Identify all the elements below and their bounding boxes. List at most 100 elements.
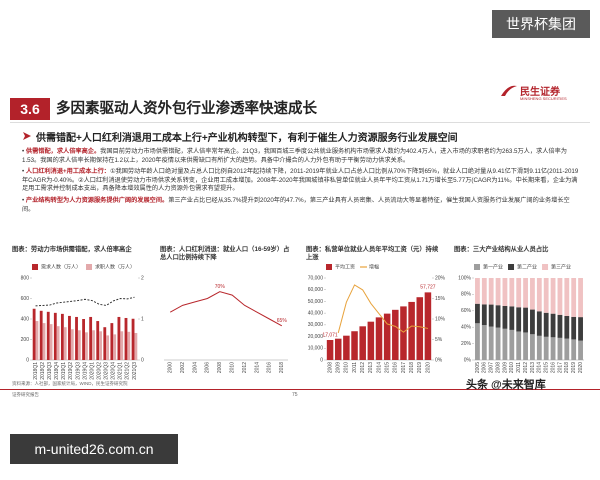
x-tick-label: 2011 xyxy=(516,362,522,373)
legend-swatch xyxy=(508,264,515,270)
bar xyxy=(99,331,102,360)
data-label: 17,071 xyxy=(322,332,338,338)
bar xyxy=(359,326,366,360)
bar xyxy=(110,323,114,360)
bar xyxy=(523,307,528,333)
chart-title: 图表：三大产业结构从业人员占比 xyxy=(454,246,549,253)
bar xyxy=(536,311,542,336)
x-tick-label: 2017 xyxy=(557,362,563,373)
bar xyxy=(39,310,43,360)
bar xyxy=(516,278,522,308)
line xyxy=(337,284,429,334)
bar xyxy=(68,315,71,360)
legend-swatch xyxy=(326,264,332,270)
tick-label: 1 xyxy=(141,316,144,322)
chart: 0 200 400 600 800 0 1 2 2018Q1 2018Q2 2018Q3 2018Q4… xyxy=(21,263,144,380)
bar xyxy=(488,278,494,305)
bar xyxy=(326,340,334,360)
bar xyxy=(392,309,399,360)
x-tick-label: 2010 xyxy=(230,362,236,373)
bar xyxy=(60,313,64,360)
x-tick-label: 2020 xyxy=(578,362,584,373)
bar xyxy=(131,318,135,360)
url-watermark: m-united26.com.cn xyxy=(10,434,178,464)
paragraph: • 产业结构转型为人力资源服务提供广阔的发展空间。第三产业占比已经从35.7%提… xyxy=(22,196,570,213)
data-label: 57,727 xyxy=(420,285,436,291)
x-tick-label: 2006 xyxy=(205,362,211,373)
x-tick-label: 2019Q2 xyxy=(68,362,74,380)
x-tick-label: 2013 xyxy=(530,362,536,373)
legend-label: 第一产业 xyxy=(483,263,503,270)
legend-swatch xyxy=(542,264,549,270)
bar xyxy=(75,316,78,360)
bar xyxy=(536,278,542,312)
bar xyxy=(536,335,542,360)
bar xyxy=(481,325,487,360)
chart-title: 图表：人口红利消退：就业人口（16-59岁）占总人口比例持续下降 xyxy=(160,246,290,261)
x-tick-label: 2008 xyxy=(217,362,223,373)
bar xyxy=(70,329,74,360)
x-tick-label: 2004 xyxy=(192,362,198,373)
paragraph-lead: 产业结构转型为人力资源服务提供广阔的发展空间。 xyxy=(25,196,169,204)
logo-text: 民生证券 xyxy=(520,87,560,98)
tick-label: 10% xyxy=(435,316,446,322)
x-tick-label: 2017 xyxy=(401,362,407,373)
bar xyxy=(571,339,577,360)
bar xyxy=(475,303,480,324)
tick-label: 0 xyxy=(320,357,323,363)
bar xyxy=(523,332,528,360)
bar xyxy=(400,306,407,360)
bar xyxy=(578,340,583,360)
bar xyxy=(509,278,515,307)
paragraph: • 人口红利消退+用工成本上行：①我国劳动年龄人口绝对量及占总人口比例自2012… xyxy=(22,168,579,193)
bar xyxy=(550,313,556,338)
bar xyxy=(408,301,415,360)
bar xyxy=(117,316,121,360)
x-tick-label: 2020 xyxy=(425,362,431,373)
x-tick-label: 2009 xyxy=(336,362,342,373)
x-tick-label: 2013 xyxy=(368,362,374,373)
tick-label: 40% xyxy=(461,325,472,331)
x-tick-label: 2018Q4 xyxy=(54,362,60,380)
bar xyxy=(571,316,577,340)
watermark: 世界杯集团 xyxy=(492,10,590,38)
x-tick-label: 2021Q2 xyxy=(125,362,131,380)
tick-label: 80% xyxy=(461,292,472,298)
bar xyxy=(103,327,107,360)
tick-label: 0 xyxy=(26,357,29,363)
x-tick-label: 2002 xyxy=(180,362,186,373)
chart-title: 图表：私营单位就业人员年平均工资（元）持续上涨 xyxy=(306,246,439,261)
legend-label: 求职人数（万人） xyxy=(95,263,135,270)
x-tick-label: 2020Q3 xyxy=(104,362,110,380)
bar xyxy=(516,331,522,360)
bar xyxy=(85,332,88,360)
bar xyxy=(416,297,424,360)
section-number: 3.6 xyxy=(10,98,50,120)
bar xyxy=(530,334,535,360)
x-tick-label: 2018 xyxy=(564,362,570,373)
x-tick-label: 2020Q4 xyxy=(111,362,117,380)
paragraphs: • 供需错配，求人倍率高企。我国目前劳动力市场供需错配，求人倍率常年高企。21Q… xyxy=(22,148,582,217)
bar xyxy=(557,278,563,315)
bar xyxy=(523,278,528,308)
bar xyxy=(42,323,46,360)
bar xyxy=(502,328,508,360)
x-tick-label: 2005 xyxy=(475,362,481,373)
bar xyxy=(550,278,556,314)
x-tick-label: 2019 xyxy=(571,362,577,373)
source: 资料来源：人社部，国家统计局，WIND，民生证券研究院 xyxy=(12,381,128,386)
bar xyxy=(82,319,85,360)
divider xyxy=(10,122,590,123)
bar xyxy=(495,278,501,306)
x-tick-label: 2019 xyxy=(417,362,423,373)
chart: 0 10,000 20,000 30,000 40,000 50,000 60,000 70,… xyxy=(308,263,446,373)
tick-label: 0% xyxy=(435,357,443,363)
x-tick-label: 2018Q3 xyxy=(47,362,53,380)
legend-label: 第二产业 xyxy=(517,263,537,270)
bar xyxy=(530,309,535,335)
tick-label: 40,000 xyxy=(308,310,324,316)
bar xyxy=(53,312,57,360)
tick-label: 200 xyxy=(21,337,30,343)
bar xyxy=(475,278,480,304)
